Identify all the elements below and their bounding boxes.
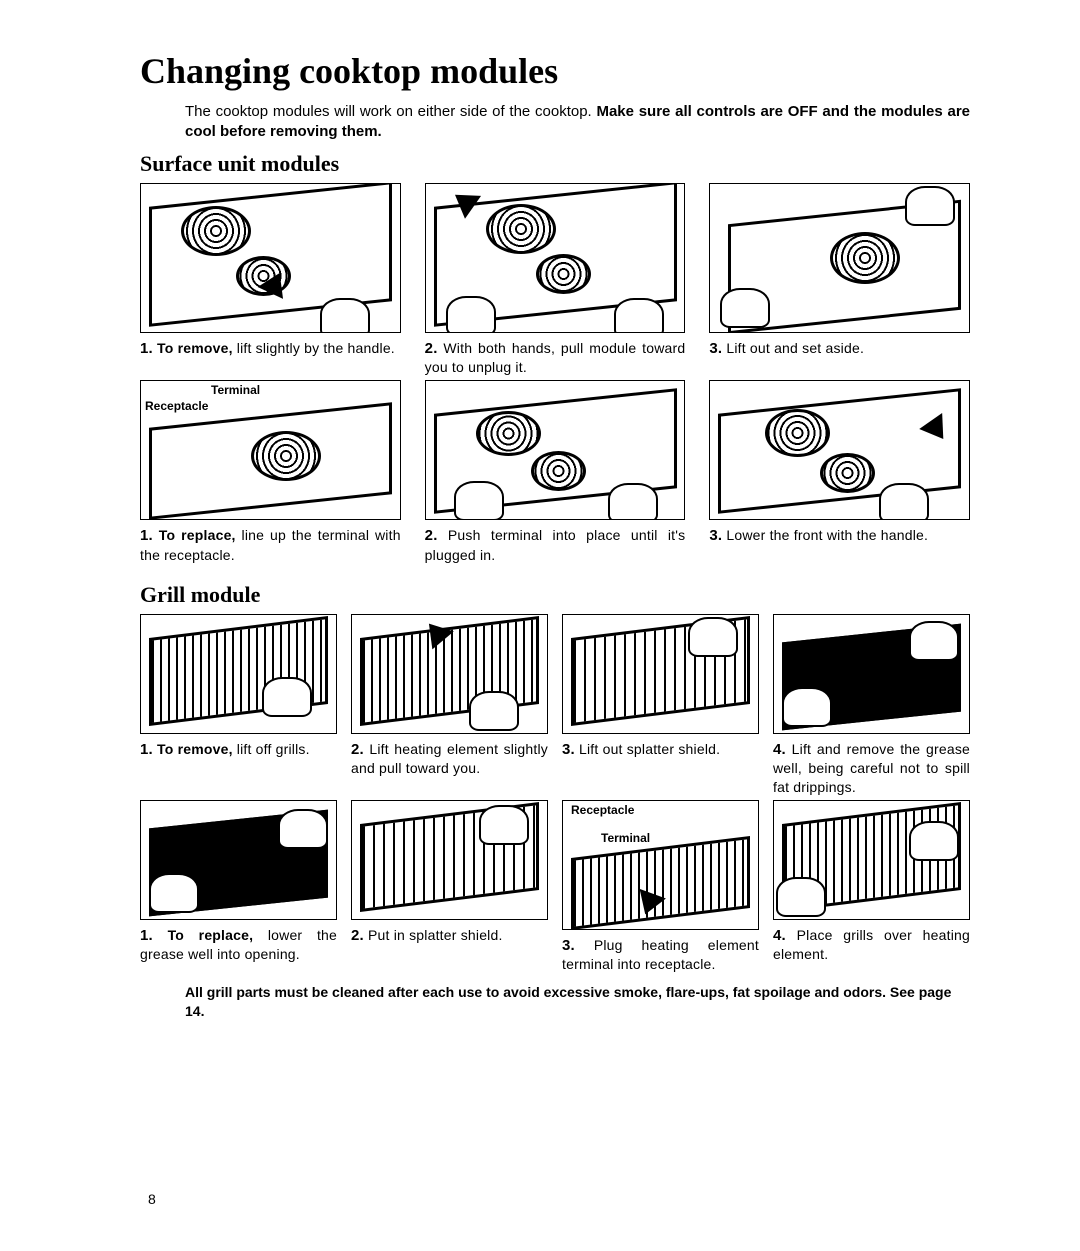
caption: 4. Place grills over heating element.	[773, 926, 970, 964]
caption: 3. Lift out splatter shield.	[562, 740, 759, 760]
illustration	[773, 614, 970, 734]
illustration	[709, 183, 970, 333]
illustration	[425, 183, 686, 333]
intro-plain: The cooktop modules will work on either …	[185, 103, 596, 120]
terminal-label: Terminal	[601, 831, 650, 845]
illustration	[425, 380, 686, 520]
caption: 2. Lift heating element slightly and pul…	[351, 740, 548, 778]
caption: 2. Push terminal into place until it's p…	[425, 526, 686, 564]
surface-remove-row: 1. To remove, lift slightly by the handl…	[140, 183, 970, 377]
caption: 2. Put in splatter shield.	[351, 926, 548, 946]
caption: 1. To remove, lift slightly by the handl…	[140, 339, 401, 359]
caption: 1. To replace, line up the terminal with…	[140, 526, 401, 564]
illustration	[140, 183, 401, 333]
illustration	[140, 800, 337, 920]
receptacle-label: Receptacle	[571, 803, 634, 817]
surface-replace-row: Terminal Receptacle 1. To replace, line …	[140, 380, 970, 564]
illustration	[709, 380, 970, 520]
illustration	[140, 614, 337, 734]
caption: 3. Plug heating element terminal into re…	[562, 936, 759, 974]
caption: 1. To remove, lift off grills.	[140, 740, 337, 760]
illustration	[351, 800, 548, 920]
illustration: Receptacle Terminal	[562, 800, 759, 930]
grill-remove-row: 1. To remove, lift off grills. 2. Lift h…	[140, 614, 970, 796]
caption: 1. To replace, lower the grease well int…	[140, 926, 337, 964]
illustration	[562, 614, 759, 734]
section-title-surface: Surface unit modules	[140, 151, 970, 177]
grill-replace-row: 1. To replace, lower the grease well int…	[140, 800, 970, 974]
footer-note: All grill parts must be cleaned after ea…	[185, 983, 970, 1019]
page-title: Changing cooktop modules	[140, 50, 970, 92]
illustration	[351, 614, 548, 734]
intro-text: The cooktop modules will work on either …	[185, 102, 970, 143]
caption: 2. With both hands, pull module toward y…	[425, 339, 686, 377]
caption: 4. Lift and remove the grease well, bein…	[773, 740, 970, 796]
page-number: 8	[148, 1191, 156, 1207]
receptacle-label: Receptacle	[145, 399, 208, 413]
caption: 3. Lower the front with the handle.	[709, 526, 970, 546]
illustration: Terminal Receptacle	[140, 380, 401, 520]
section-title-grill: Grill module	[140, 582, 970, 608]
caption: 3. Lift out and set aside.	[709, 339, 970, 359]
illustration	[773, 800, 970, 920]
terminal-label: Terminal	[211, 383, 260, 397]
